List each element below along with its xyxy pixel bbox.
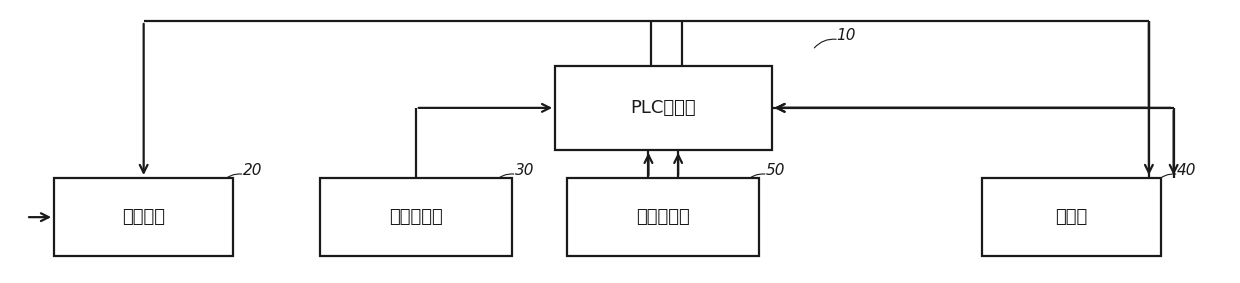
Bar bbox=[320, 178, 512, 256]
Text: 50: 50 bbox=[766, 163, 785, 178]
Bar bbox=[556, 66, 771, 150]
Text: 40: 40 bbox=[1177, 163, 1197, 178]
Text: PLC控制器: PLC控制器 bbox=[630, 99, 696, 117]
Text: 温度传感器: 温度传感器 bbox=[636, 208, 691, 226]
Text: 20: 20 bbox=[243, 163, 262, 178]
Bar bbox=[982, 178, 1162, 256]
Text: 变频器: 变频器 bbox=[1055, 208, 1087, 226]
Text: 10: 10 bbox=[837, 27, 856, 42]
Text: 电动阀门: 电动阀门 bbox=[123, 208, 165, 226]
Text: 温度变送器: 温度变送器 bbox=[389, 208, 443, 226]
Bar bbox=[568, 178, 759, 256]
Text: 30: 30 bbox=[515, 163, 534, 178]
Bar bbox=[55, 178, 233, 256]
